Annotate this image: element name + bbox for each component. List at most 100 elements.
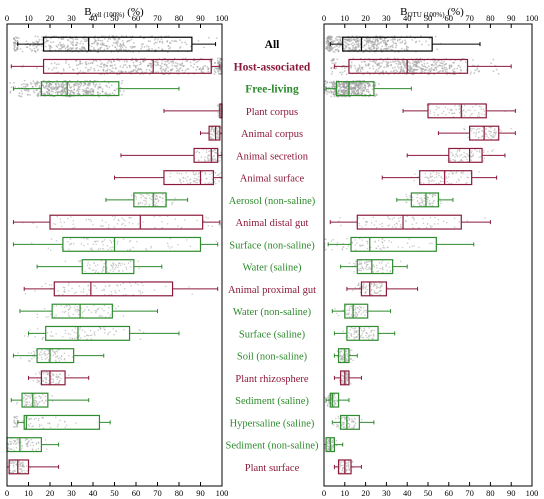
- data-point: [404, 219, 407, 222]
- data-point: [64, 260, 67, 263]
- data-point: [185, 43, 188, 46]
- data-point: [77, 92, 79, 95]
- data-point: [86, 334, 89, 337]
- data-point: [181, 41, 183, 44]
- data-point: [84, 82, 87, 85]
- data-point: [39, 382, 42, 385]
- data-point: [372, 45, 375, 48]
- data-point: [59, 41, 61, 44]
- data-point: [9, 460, 11, 463]
- data-point: [120, 70, 123, 73]
- data-point: [72, 313, 74, 316]
- data-point: [345, 73, 348, 76]
- data-point: [369, 93, 371, 96]
- data-point: [429, 203, 432, 205]
- data-point: [36, 89, 38, 92]
- data-point: [21, 448, 23, 450]
- data-point: [331, 86, 334, 88]
- data-point: [103, 289, 105, 292]
- data-point: [392, 40, 395, 43]
- data-point: [353, 333, 355, 335]
- data-point: [69, 243, 71, 246]
- data-point: [399, 260, 402, 263]
- data-point: [353, 82, 356, 85]
- data-point: [154, 41, 157, 44]
- data-point: [99, 314, 102, 317]
- data-point: [396, 38, 399, 41]
- data-point: [492, 149, 494, 151]
- data-point: [74, 38, 77, 41]
- data-point: [68, 48, 71, 50]
- data-point: [442, 110, 445, 112]
- data-point: [492, 58, 495, 61]
- data-point: [197, 178, 199, 181]
- data-point: [37, 35, 39, 38]
- data-point: [57, 87, 60, 90]
- data-point: [327, 42, 330, 45]
- data-point: [28, 395, 30, 397]
- data-point: [217, 104, 220, 106]
- data-point: [360, 267, 362, 270]
- data-point: [397, 67, 400, 69]
- data-point: [150, 65, 153, 68]
- data-point: [209, 60, 211, 63]
- data-point: [160, 65, 163, 68]
- data-point: [128, 221, 130, 224]
- data-point: [358, 260, 361, 262]
- data-point: [370, 42, 373, 45]
- data-point: [139, 68, 142, 71]
- data-point: [150, 247, 152, 249]
- data-point: [118, 38, 121, 40]
- data-point: [355, 306, 357, 308]
- data-point: [108, 86, 111, 89]
- data-point: [22, 463, 24, 465]
- data-point: [184, 57, 187, 60]
- data-point: [117, 266, 119, 268]
- data-point: [430, 69, 433, 71]
- data-point: [462, 171, 465, 173]
- data-point: [41, 39, 44, 41]
- data-point: [346, 371, 348, 373]
- data-point: [136, 240, 138, 243]
- data-point: [354, 260, 357, 262]
- data-point: [116, 39, 119, 42]
- data-point: [365, 334, 367, 337]
- data-point: [428, 37, 431, 40]
- data-point: [345, 350, 347, 352]
- data-point: [351, 242, 354, 244]
- data-point: [486, 135, 488, 138]
- data-point: [460, 176, 462, 178]
- data-point: [33, 50, 36, 52]
- data-point: [428, 69, 431, 71]
- data-point: [23, 396, 25, 399]
- data-point: [42, 393, 44, 396]
- data-point: [209, 132, 212, 135]
- data-point: [364, 83, 367, 86]
- data-point: [126, 60, 128, 63]
- data-point: [52, 354, 55, 357]
- data-point: [115, 330, 117, 333]
- data-point: [37, 48, 40, 51]
- data-point: [420, 43, 423, 46]
- data-point: [93, 69, 96, 72]
- data-point: [155, 195, 158, 197]
- data-point: [365, 261, 368, 264]
- data-point: [141, 202, 143, 204]
- data-point: [348, 307, 351, 310]
- data-point: [483, 113, 486, 116]
- data-point: [33, 401, 35, 403]
- data-point: [38, 353, 41, 355]
- data-point: [452, 158, 455, 161]
- data-point: [38, 401, 40, 404]
- data-point: [480, 108, 482, 110]
- data-point: [118, 289, 120, 292]
- data-point: [109, 314, 112, 316]
- data-point: [382, 268, 384, 271]
- data-point: [43, 377, 46, 379]
- data-point: [358, 263, 360, 265]
- data-point: [416, 193, 419, 196]
- data-point: [453, 71, 456, 73]
- data-point: [338, 36, 341, 38]
- data-point: [7, 449, 9, 451]
- data-point: [97, 48, 100, 51]
